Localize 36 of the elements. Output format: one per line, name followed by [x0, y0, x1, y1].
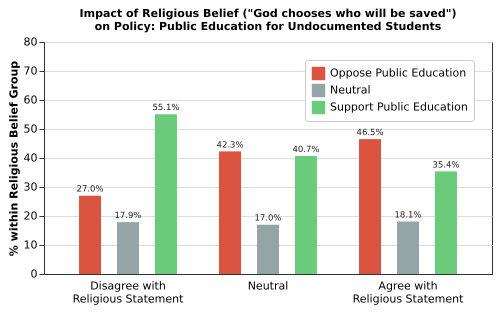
legend-label: Support Public Education	[330, 100, 468, 114]
data-label: 42.3%	[216, 140, 244, 150]
bar	[434, 171, 457, 274]
bar	[117, 222, 139, 274]
x-tick-label: Agree with Religious Statement	[352, 280, 464, 306]
data-label: 18.1%	[394, 210, 422, 221]
y-tick-label: 60	[24, 94, 38, 106]
y-tick-label: 40	[24, 152, 38, 164]
y-tick-label: 50	[24, 122, 38, 136]
data-label: 46.5%	[356, 128, 384, 138]
y-axis-title: % within Religious Belief Group	[8, 60, 21, 256]
data-label: 17.9%	[114, 211, 142, 222]
y-tick-label: 70	[24, 64, 38, 78]
text: Impact of Religious Belief ("God chooses who will be saved")	[80, 7, 456, 20]
data-label: 40.7%	[292, 144, 320, 155]
y-tick-label: 20	[24, 210, 38, 222]
y-tick-label: 10	[24, 238, 38, 252]
y-tick-label: 80	[24, 36, 38, 48]
data-label: 27.0%	[76, 184, 104, 195]
legend-label: Neutral	[330, 84, 371, 96]
bar	[79, 196, 102, 274]
bar	[154, 114, 177, 274]
bar	[397, 222, 419, 274]
y-tick-label: 30	[24, 180, 38, 194]
text: on Policy: Public Education for Undocumented Students	[94, 20, 442, 33]
bar	[257, 224, 279, 274]
bar	[294, 156, 317, 274]
y-tick-label: 0	[30, 268, 38, 280]
x-tick-label: Disagree with Religious Statement	[72, 280, 184, 306]
bar	[219, 151, 242, 274]
legend-label: Oppose Public Education	[330, 66, 466, 80]
x-tick-label: Neutral	[248, 280, 288, 292]
data-label: 35.4%	[432, 160, 460, 170]
data-label: 55.1%	[152, 103, 180, 114]
bar	[359, 139, 382, 274]
data-label: 17.0%	[254, 214, 282, 224]
